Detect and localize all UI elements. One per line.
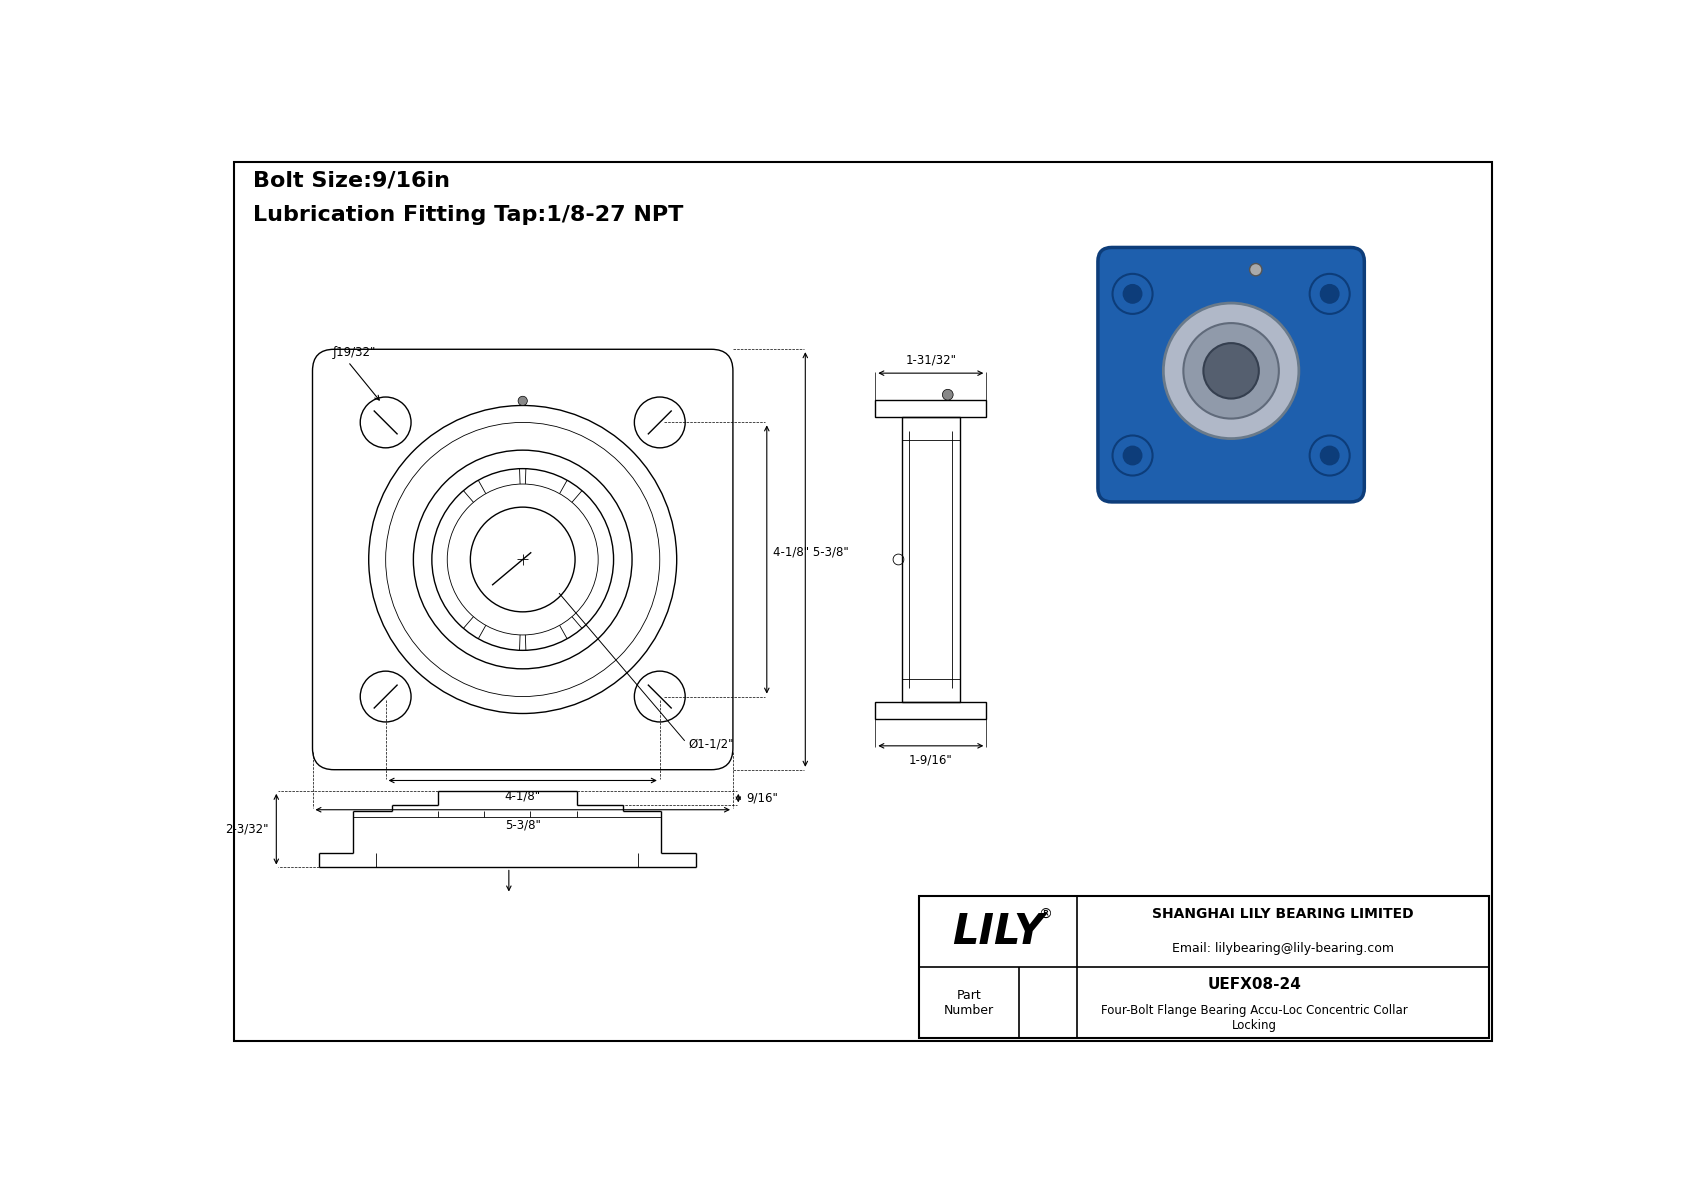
Circle shape <box>1164 303 1298 438</box>
Text: LILY: LILY <box>951 911 1044 953</box>
Circle shape <box>1310 436 1349 475</box>
Text: 1-31/32": 1-31/32" <box>906 354 957 367</box>
Circle shape <box>1320 447 1339 464</box>
Text: 5-3/8": 5-3/8" <box>505 819 541 833</box>
Bar <box>876 701 987 719</box>
Text: 4-1/8" 5-3/8": 4-1/8" 5-3/8" <box>773 545 849 559</box>
Circle shape <box>1250 263 1261 276</box>
Text: Ø1-1/2": Ø1-1/2" <box>689 737 734 750</box>
Text: 9/16": 9/16" <box>746 792 778 805</box>
Circle shape <box>1184 323 1278 418</box>
Bar <box>919 896 1489 1039</box>
Circle shape <box>1123 285 1142 304</box>
Text: SHANGHAI LILY BEARING LIMITED: SHANGHAI LILY BEARING LIMITED <box>1152 908 1415 922</box>
Bar <box>876 400 987 417</box>
FancyBboxPatch shape <box>1098 248 1364 501</box>
Text: 2-3/32": 2-3/32" <box>226 823 269 836</box>
Bar <box>901 417 960 701</box>
Circle shape <box>1320 285 1339 304</box>
Text: Bolt Size:9/16in: Bolt Size:9/16in <box>253 170 450 191</box>
Text: 4-1/8": 4-1/8" <box>505 790 541 803</box>
Circle shape <box>1113 274 1152 314</box>
Circle shape <box>519 397 527 405</box>
Text: Lubrication Fitting Tap:1/8-27 NPT: Lubrication Fitting Tap:1/8-27 NPT <box>253 205 684 225</box>
Circle shape <box>1310 274 1349 314</box>
Text: UEFX08-24: UEFX08-24 <box>1207 977 1302 992</box>
Text: Part
Number: Part Number <box>945 989 994 1017</box>
Text: ƒ19/32": ƒ19/32" <box>332 347 376 360</box>
Circle shape <box>1123 447 1142 464</box>
Circle shape <box>1204 343 1260 399</box>
Text: Four-Bolt Flange Bearing Accu-Loc Concentric Collar
Locking: Four-Bolt Flange Bearing Accu-Loc Concen… <box>1101 1004 1408 1033</box>
Circle shape <box>943 389 953 400</box>
Text: ®: ® <box>1039 908 1052 922</box>
Circle shape <box>1113 436 1152 475</box>
Text: 1-9/16": 1-9/16" <box>909 754 953 767</box>
Text: Email: lilybearing@lily-bearing.com: Email: lilybearing@lily-bearing.com <box>1172 942 1394 955</box>
